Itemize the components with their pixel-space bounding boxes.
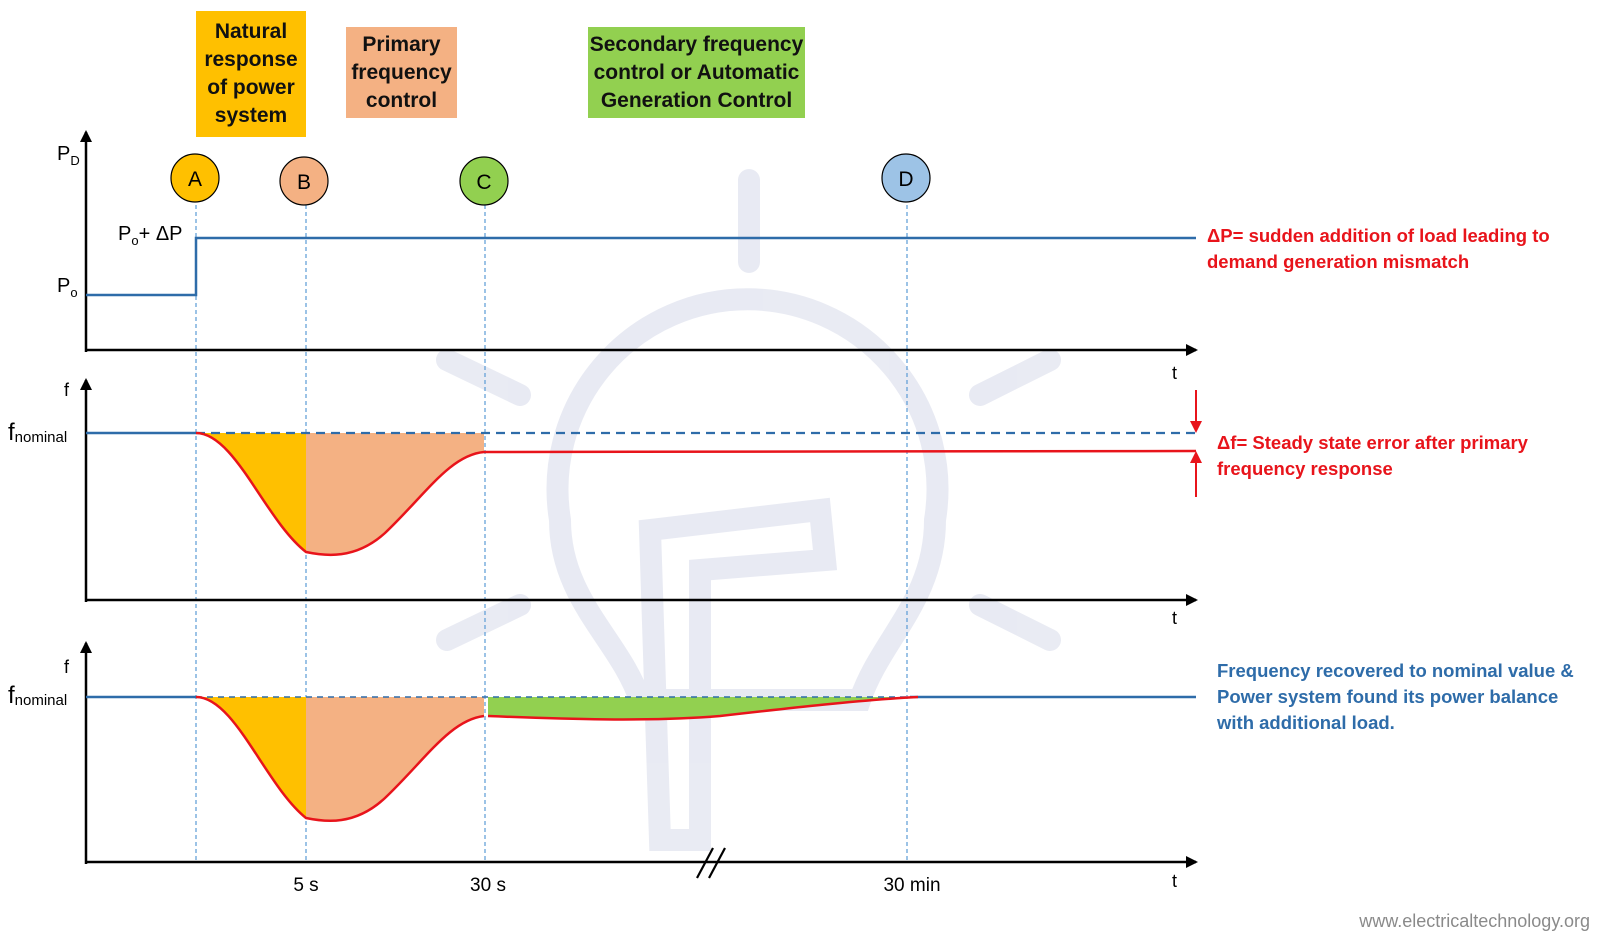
freq1-y-label: f xyxy=(64,380,70,400)
delta-p-annotation: ΔP= sudden addition of load leading to d… xyxy=(1207,225,1550,272)
phase-natural-label: Natural response of power system xyxy=(204,20,298,127)
tick-30s: 30 s xyxy=(470,875,506,896)
freq-panel-1: f fnominal t xyxy=(8,378,1202,628)
phase-primary-box: Primary frequency control xyxy=(346,27,457,118)
phase-natural-box: Natural response of power system xyxy=(196,11,306,137)
power-panel: PD Po Po+ ΔP t xyxy=(57,130,1198,383)
delta-f-annotation: Δf= Steady state error after primary fre… xyxy=(1217,432,1528,479)
freq2-recovery-curve xyxy=(487,695,919,721)
point-a-label: A xyxy=(188,168,202,191)
power-demand-line xyxy=(86,236,1196,297)
freq2-secondary-area xyxy=(488,697,910,720)
phase-primary-label: Primary frequency control xyxy=(351,32,452,112)
phase-secondary-box: Secondary frequency control or Automatic… xyxy=(588,27,805,118)
freq1-response-curve xyxy=(195,431,1197,557)
freq1-natural-area xyxy=(196,433,306,552)
point-b-label: B xyxy=(297,171,311,194)
point-d: D xyxy=(881,153,931,203)
phase-secondary-label: Secondary frequency control or Automatic… xyxy=(589,32,804,112)
freq1-nominal-label: fnominal xyxy=(8,419,67,446)
watermark-text: www.electricaltechnology.org xyxy=(1359,911,1590,931)
freq2-response-curve xyxy=(195,695,485,823)
freq1-x-label: t xyxy=(1172,608,1177,628)
axis-break-icon xyxy=(696,847,726,879)
freq2-nominal-label: fnominal xyxy=(8,682,67,709)
freq1-primary-area xyxy=(306,433,484,555)
tick-30min: 30 min xyxy=(883,875,940,896)
recovered-annotation: Frequency recovered to nominal value & P… xyxy=(1217,660,1574,733)
freq-panel-2: f fnominal t 5 s 30 s 30 min xyxy=(8,641,1198,896)
point-d-label: D xyxy=(898,168,913,191)
freq2-natural-area xyxy=(196,697,306,818)
point-a: A xyxy=(170,153,220,203)
power-x-label: t xyxy=(1172,363,1177,383)
tick-5s: 5 s xyxy=(293,875,318,896)
point-c: C xyxy=(459,156,509,206)
power-p1-label: Po+ ΔP xyxy=(118,223,183,248)
freq2-y-label: f xyxy=(64,657,70,677)
freq2-primary-area xyxy=(306,697,484,821)
point-c-label: C xyxy=(476,171,491,194)
bulb-watermark-icon xyxy=(436,169,1061,851)
freq2-x-label: t xyxy=(1172,871,1177,891)
point-b: B xyxy=(279,156,329,206)
power-p0-label: Po xyxy=(57,275,78,300)
power-y-label: PD xyxy=(57,143,80,168)
